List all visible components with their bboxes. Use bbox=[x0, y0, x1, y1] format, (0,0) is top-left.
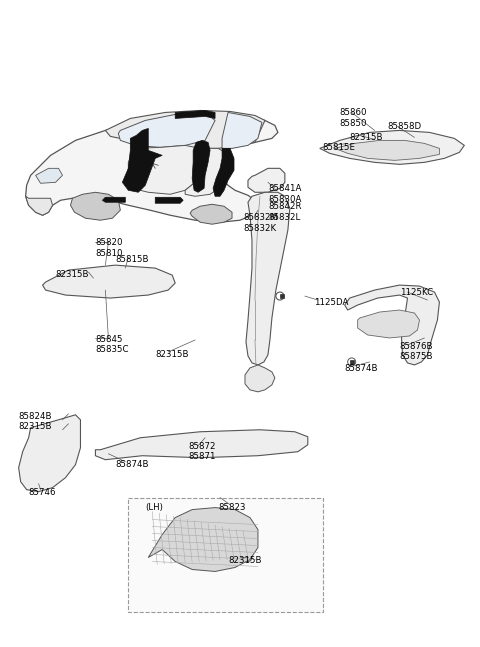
Text: 85824B: 85824B bbox=[19, 411, 52, 421]
Polygon shape bbox=[345, 285, 439, 365]
Polygon shape bbox=[222, 113, 262, 148]
Text: 85845
85835C: 85845 85835C bbox=[96, 335, 129, 355]
Bar bbox=[246, 556, 250, 560]
Polygon shape bbox=[320, 131, 464, 164]
Polygon shape bbox=[102, 197, 125, 203]
Bar bbox=[350, 360, 354, 364]
Polygon shape bbox=[185, 148, 228, 196]
Text: 85858D: 85858D bbox=[387, 122, 422, 131]
Polygon shape bbox=[25, 196, 52, 215]
Polygon shape bbox=[335, 140, 439, 160]
Text: 82315B: 82315B bbox=[155, 350, 189, 359]
Text: 85841A
85830A: 85841A 85830A bbox=[268, 184, 301, 204]
Bar bbox=[71, 276, 74, 280]
Polygon shape bbox=[128, 146, 200, 194]
Bar bbox=[342, 141, 347, 146]
Text: 85823: 85823 bbox=[218, 503, 246, 512]
Text: 85746: 85746 bbox=[29, 488, 56, 497]
Polygon shape bbox=[71, 192, 120, 220]
Polygon shape bbox=[245, 365, 275, 392]
Bar bbox=[36, 481, 41, 486]
Polygon shape bbox=[248, 168, 285, 192]
Text: 1125KC: 1125KC bbox=[399, 288, 432, 297]
Text: 85832M
85832K: 85832M 85832K bbox=[243, 214, 278, 233]
Text: 85876B
85875B: 85876B 85875B bbox=[399, 342, 433, 362]
Polygon shape bbox=[19, 415, 81, 492]
Polygon shape bbox=[213, 148, 234, 196]
Text: (LH): (LH) bbox=[145, 503, 163, 512]
Text: 82315B: 82315B bbox=[350, 133, 383, 142]
Polygon shape bbox=[246, 192, 290, 365]
Polygon shape bbox=[175, 111, 215, 118]
Circle shape bbox=[258, 179, 266, 186]
Circle shape bbox=[205, 207, 219, 221]
Text: 85872
85871: 85872 85871 bbox=[188, 442, 216, 461]
Bar bbox=[107, 452, 110, 455]
Text: 85860
85850: 85860 85850 bbox=[340, 109, 367, 128]
Text: 82315B: 82315B bbox=[228, 556, 262, 564]
Polygon shape bbox=[122, 128, 162, 192]
Polygon shape bbox=[148, 508, 258, 571]
Bar bbox=[372, 135, 377, 140]
Polygon shape bbox=[106, 111, 265, 148]
Text: 82315B: 82315B bbox=[56, 270, 89, 279]
Text: 85842R
85832L: 85842R 85832L bbox=[268, 203, 301, 222]
FancyBboxPatch shape bbox=[128, 498, 323, 612]
Text: 85815B: 85815B bbox=[115, 255, 149, 264]
Polygon shape bbox=[190, 204, 232, 225]
Circle shape bbox=[347, 142, 353, 148]
Polygon shape bbox=[25, 116, 278, 222]
Polygon shape bbox=[96, 430, 308, 460]
Text: 1125DA: 1125DA bbox=[314, 298, 348, 307]
Polygon shape bbox=[36, 168, 62, 183]
Polygon shape bbox=[43, 265, 175, 298]
Polygon shape bbox=[119, 113, 215, 148]
Text: 85874B: 85874B bbox=[345, 364, 378, 373]
Text: 82315B: 82315B bbox=[19, 422, 52, 431]
Circle shape bbox=[376, 137, 382, 142]
Text: 85820
85810: 85820 85810 bbox=[96, 238, 123, 258]
Text: 85874B: 85874B bbox=[115, 460, 149, 468]
Bar bbox=[280, 294, 284, 298]
Circle shape bbox=[87, 201, 103, 216]
Polygon shape bbox=[155, 197, 183, 203]
Polygon shape bbox=[358, 310, 420, 338]
Text: 85815E: 85815E bbox=[323, 144, 356, 153]
Polygon shape bbox=[192, 140, 210, 192]
Bar bbox=[405, 135, 410, 140]
